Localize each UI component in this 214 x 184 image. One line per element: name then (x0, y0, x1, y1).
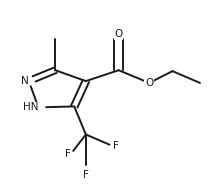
Text: N: N (21, 76, 29, 86)
Text: F: F (83, 170, 89, 180)
Text: O: O (114, 29, 123, 39)
Text: F: F (65, 148, 71, 159)
Text: HN: HN (23, 102, 38, 112)
Text: O: O (145, 78, 153, 88)
Text: F: F (113, 141, 119, 151)
